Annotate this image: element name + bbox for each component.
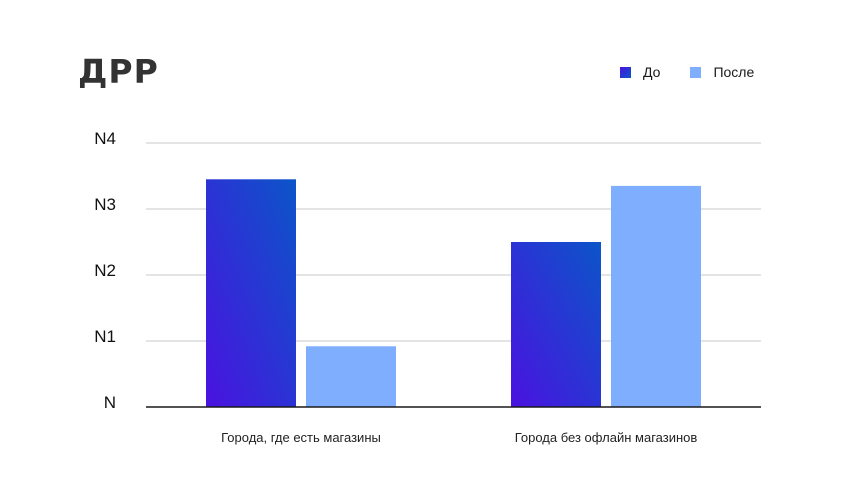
legend-swatch-after [690,66,702,78]
y-tick-label: N1 [94,327,116,346]
bar-after-1 [611,185,701,407]
legend-item-before: До [620,64,660,80]
legend: До После [620,64,754,80]
bar-before-1 [511,242,601,407]
chart-title: ДРР [78,52,159,91]
x-axis-labels: Города, где есть магазины Города без офла… [221,430,697,445]
bar-before-0 [206,179,296,407]
legend-label-before: До [643,64,661,80]
y-tick-label: N2 [94,261,116,280]
legend-swatch-before [620,66,631,78]
legend-label-after: После [713,64,755,80]
y-axis-ticks: N N1 N2 N3 N4 [94,129,116,412]
y-tick-label: N4 [94,129,116,148]
legend-item-after: После [690,64,754,80]
bar-after-0 [306,346,396,407]
bars [206,179,701,407]
x-category-label: Города без офлайн магазинов [515,430,698,445]
x-category-label: Города, где есть магазины [221,430,381,445]
y-tick-label: N3 [94,195,116,214]
y-tick-label: N [104,393,116,412]
